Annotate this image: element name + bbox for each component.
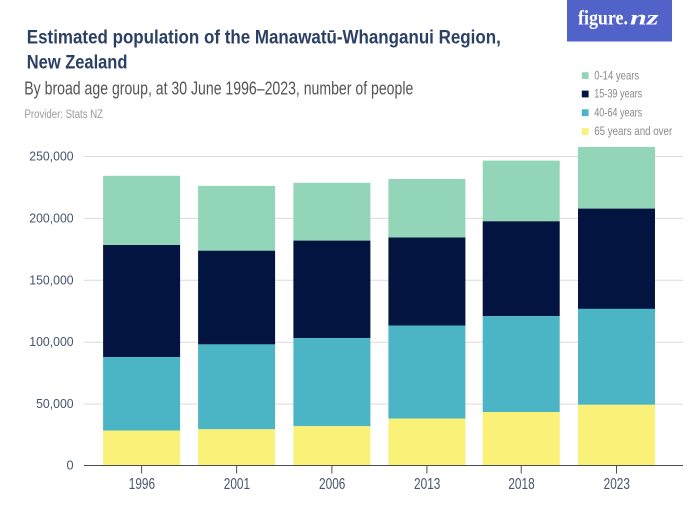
- svg-text:nz: nz: [630, 6, 659, 30]
- svg-text:2001: 2001: [224, 476, 250, 493]
- svg-text:New Zealand: New Zealand: [27, 52, 128, 74]
- svg-text:200,000: 200,000: [29, 210, 73, 225]
- svg-text:40-64 years: 40-64 years: [594, 105, 642, 119]
- svg-text:By broad age group, at 30 June: By broad age group, at 30 June 1996–2023…: [24, 78, 413, 98]
- svg-text:Provider: Stats NZ: Provider: Stats NZ: [25, 107, 104, 121]
- svg-text:2023: 2023: [604, 476, 630, 493]
- svg-text:figure.: figure.: [578, 6, 628, 30]
- svg-text:2018: 2018: [508, 476, 534, 493]
- svg-text:2013: 2013: [414, 476, 440, 493]
- svg-text:0: 0: [67, 458, 74, 473]
- svg-text:65 years and over: 65 years and over: [594, 124, 672, 138]
- svg-text:15-39 years: 15-39 years: [594, 87, 642, 101]
- svg-text:Estimated population of the Ma: Estimated population of the Manawatū-Wha…: [27, 27, 501, 49]
- svg-text:250,000: 250,000: [29, 149, 73, 164]
- svg-text:50,000: 50,000: [36, 396, 74, 411]
- svg-text:2006: 2006: [319, 476, 345, 493]
- svg-text:1996: 1996: [129, 476, 155, 493]
- svg-text:100,000: 100,000: [29, 334, 73, 349]
- svg-text:0-14 years: 0-14 years: [594, 68, 639, 82]
- svg-text:150,000: 150,000: [29, 272, 73, 287]
